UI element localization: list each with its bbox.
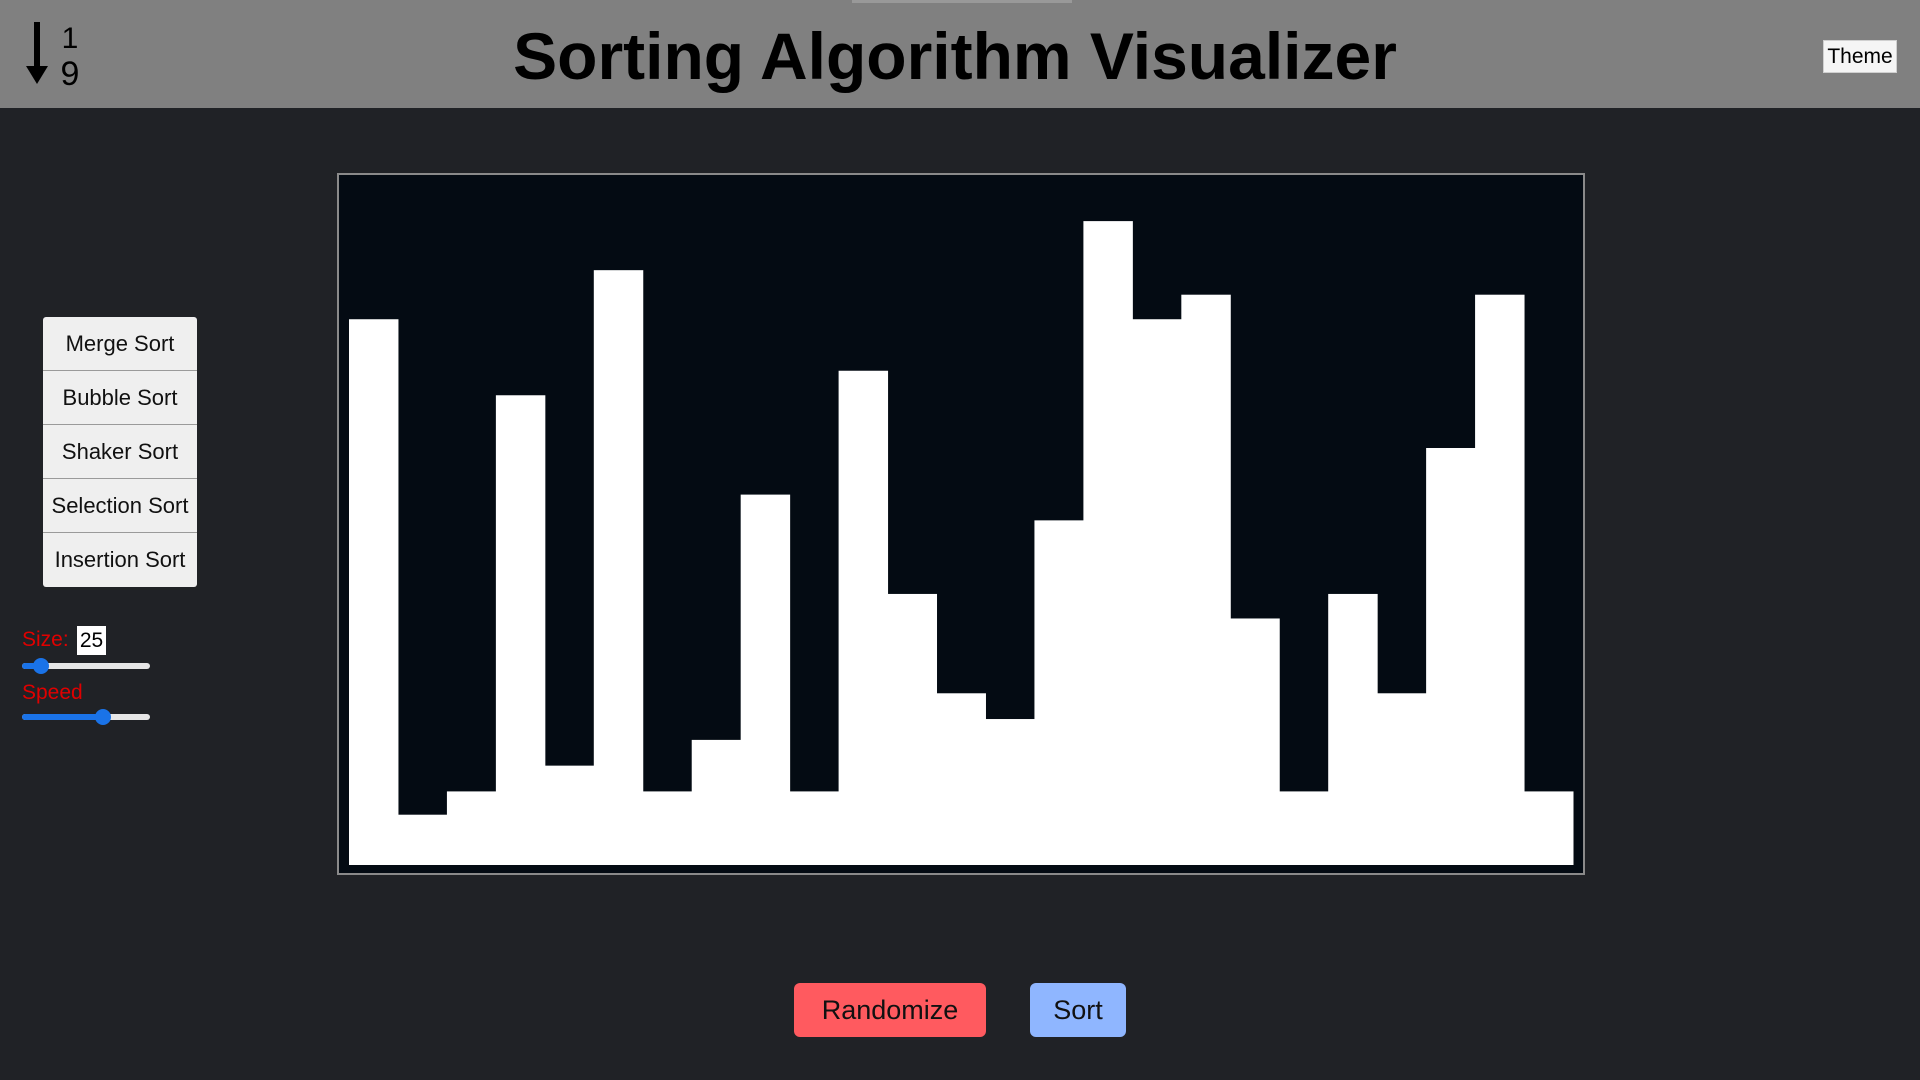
bar-4 — [544, 765, 595, 865]
header-top-divider — [852, 0, 1072, 3]
randomize-button[interactable]: Randomize — [794, 983, 986, 1037]
logo-digit-top: 1 — [62, 22, 79, 55]
bar-9 — [789, 791, 840, 865]
bar-11 — [887, 593, 938, 865]
bar-8 — [740, 494, 791, 865]
sorting-canvas — [337, 173, 1585, 875]
bubble-sort-button[interactable]: Bubble Sort — [43, 371, 197, 425]
sort-button[interactable]: Sort — [1030, 983, 1126, 1037]
bar-16 — [1132, 319, 1182, 865]
bar-22 — [1426, 448, 1476, 865]
bar-0 — [349, 319, 399, 865]
bar-5 — [593, 270, 644, 865]
merge-sort-button[interactable]: Merge Sort — [43, 317, 197, 371]
bar-20 — [1328, 593, 1378, 865]
algorithm-menu: Merge Sort Bubble Sort Shaker Sort Selec… — [43, 317, 197, 587]
bar-2 — [446, 791, 497, 865]
bar-10 — [838, 370, 889, 865]
bar-19 — [1279, 791, 1329, 865]
header-bar: 1 9 Sorting Algorithm Visualizer Theme — [0, 0, 1920, 108]
size-slider-thumb[interactable] — [33, 658, 50, 674]
speed-label: Speed — [22, 681, 83, 704]
bar-1 — [397, 814, 448, 865]
size-slider-track — [22, 663, 150, 669]
logo-digit-bottom: 9 — [61, 55, 80, 90]
sort-numeric-down-icon: 1 9 — [26, 22, 80, 90]
bar-6 — [642, 791, 693, 865]
bar-13 — [985, 719, 1035, 865]
bar-7 — [691, 739, 742, 865]
insertion-sort-button[interactable]: Insertion Sort — [43, 533, 197, 587]
bar-18 — [1230, 618, 1280, 865]
bar-17 — [1181, 294, 1231, 865]
bar-12 — [936, 693, 986, 865]
bar-23 — [1475, 294, 1525, 865]
bar-21 — [1377, 693, 1427, 865]
size-slider-fill — [22, 663, 42, 669]
bar-3 — [495, 395, 546, 865]
page-title: Sorting Algorithm Visualizer — [513, 19, 1397, 93]
shaker-sort-button[interactable]: Shaker Sort — [43, 425, 197, 479]
bar-14 — [1034, 520, 1084, 865]
bar-15 — [1083, 221, 1133, 866]
size-slider[interactable] — [22, 656, 150, 676]
bar-chart — [349, 221, 1574, 866]
selection-sort-button[interactable]: Selection Sort — [43, 479, 197, 533]
theme-button[interactable]: Theme — [1823, 40, 1897, 73]
size-label: Size: — [22, 628, 69, 651]
bar-24 — [1524, 791, 1574, 865]
size-value: 25 — [77, 626, 106, 655]
speed-slider-fill — [22, 714, 103, 720]
speed-slider[interactable] — [22, 707, 150, 727]
speed-slider-thumb[interactable] — [94, 709, 111, 725]
